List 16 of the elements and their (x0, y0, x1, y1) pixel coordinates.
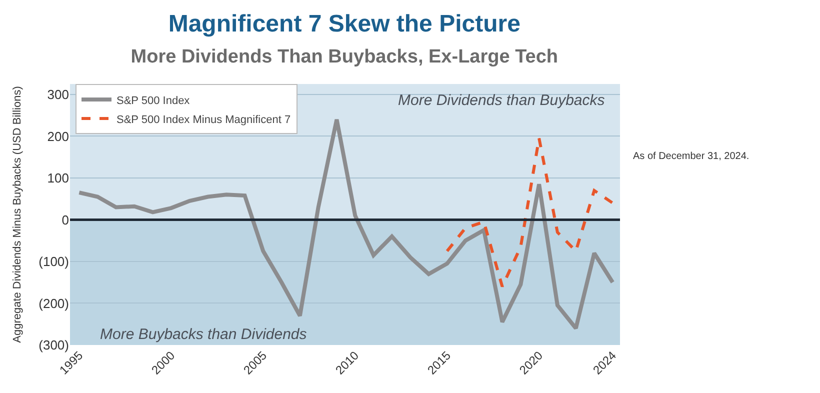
y-tick-label: 200 (47, 128, 69, 144)
band-label: More Buybacks than Dividends (100, 326, 308, 343)
y-tick-label: (100) (38, 254, 69, 270)
y-axis-title: Aggregate Dividends Minus Buybacks (USD Billions) (11, 86, 24, 343)
legend-label: S&P 500 Index (116, 94, 190, 107)
y-tick-label: (200) (38, 296, 69, 311)
y-tick-label: 0 (62, 212, 69, 228)
line-series (446, 136, 614, 288)
y-tick-label: 300 (47, 86, 69, 102)
y-tick-label: 100 (47, 170, 69, 186)
chart-subtitle: More Dividends Than Buybacks, Ex-Large Tech (130, 46, 558, 68)
chart-title: Magnificent 7 Skew the Picture (168, 10, 520, 38)
y-tick-label: (300) (38, 338, 69, 353)
band-label: More Dividends than Buybacks (398, 92, 606, 109)
legend-label: S&P 500 Index Minus Magnificent 7 (116, 114, 291, 126)
text: As of December 31, 2024. (633, 151, 750, 162)
